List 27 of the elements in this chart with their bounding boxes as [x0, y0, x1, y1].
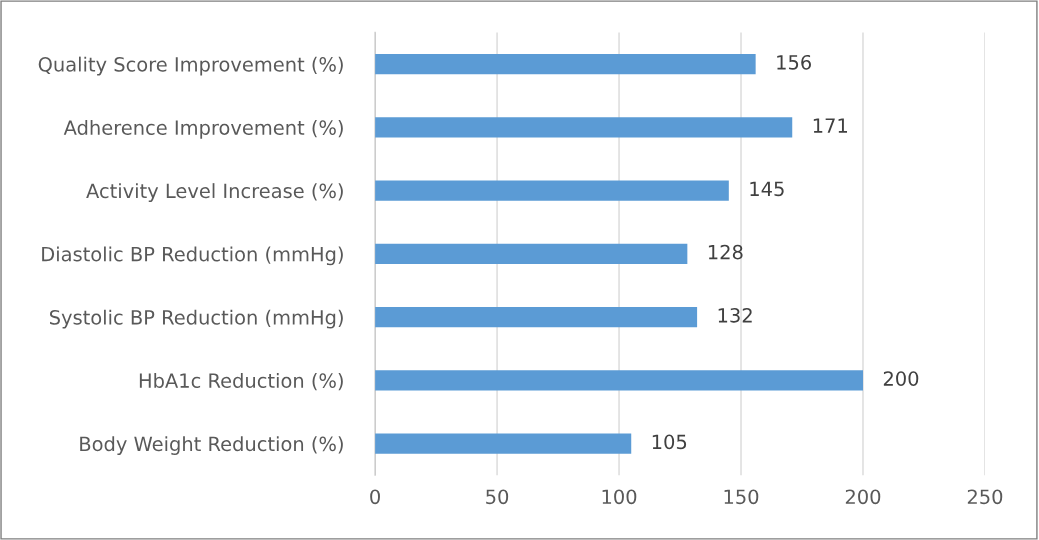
x-tick-label: 50	[486, 489, 509, 505]
y-tick-label: Body Weight Reduction (%)	[80, 436, 343, 455]
data-label: 171	[813, 118, 848, 133]
x-tick-label: 200	[845, 489, 881, 505]
y-tick-label: HbA1c Reduction (%)	[139, 372, 343, 391]
y-tick-label: Diastolic BP Reduction (mmHg)	[42, 246, 343, 266]
bar	[375, 306, 698, 328]
bar	[375, 433, 632, 454]
x-tick-label: 250	[967, 489, 1003, 505]
y-tick-label: Quality Score Improvement (%)	[38, 56, 343, 76]
bar	[375, 180, 729, 201]
data-label: 128	[708, 244, 743, 260]
data-label: 156	[777, 54, 811, 70]
bar	[375, 370, 863, 391]
x-tick-label: 0	[370, 489, 380, 505]
y-tick-label: Systolic BP Reduction (mmHg)	[49, 309, 343, 329]
data-label: 105	[652, 434, 687, 450]
y-tick-label: Activity Level Increase (%)	[86, 183, 343, 202]
data-label: 145	[750, 181, 784, 197]
x-tick-label: 150	[724, 489, 759, 505]
y-tick-label: Adherence Improvement (%)	[63, 119, 343, 139]
bar	[375, 243, 688, 264]
data-label: 200	[883, 371, 919, 386]
x-tick-label: 100	[602, 489, 637, 505]
data-label: 132	[718, 307, 752, 323]
bar	[375, 117, 793, 138]
bar	[375, 53, 756, 75]
